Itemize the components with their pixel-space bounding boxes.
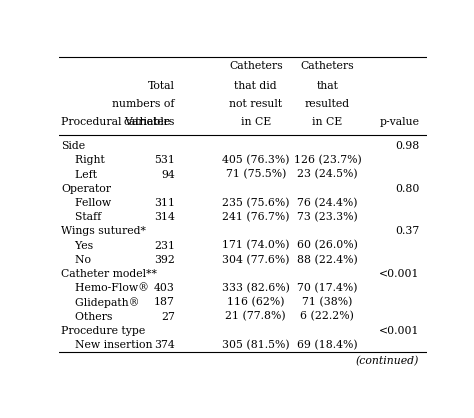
Text: in CE: in CE	[312, 117, 343, 127]
Text: 0.80: 0.80	[395, 184, 419, 194]
Text: Hemo-Flow®: Hemo-Flow®	[61, 283, 149, 293]
Text: Yes: Yes	[61, 240, 93, 250]
Text: No: No	[61, 255, 91, 265]
Text: Catheters: Catheters	[229, 61, 283, 71]
Text: (continued): (continued)	[356, 356, 419, 366]
Text: <0.001: <0.001	[379, 269, 419, 279]
Text: 531: 531	[154, 155, 175, 165]
Text: 171 (74.0%): 171 (74.0%)	[222, 240, 290, 251]
Text: resulted: resulted	[305, 99, 350, 109]
Text: 126 (23.7%): 126 (23.7%)	[293, 155, 361, 166]
Text: Catheter model**: Catheter model**	[61, 269, 157, 279]
Text: Left: Left	[61, 170, 97, 179]
Text: 27: 27	[161, 311, 175, 321]
Text: 305 (81.5%): 305 (81.5%)	[222, 340, 290, 350]
Text: 71 (38%): 71 (38%)	[302, 297, 353, 308]
Text: 241 (76.7%): 241 (76.7%)	[222, 212, 290, 222]
Text: Staff: Staff	[61, 212, 101, 222]
Text: 311: 311	[154, 198, 175, 208]
Text: in CE: in CE	[241, 117, 271, 127]
Text: 0.37: 0.37	[395, 226, 419, 236]
Text: Total: Total	[148, 82, 175, 92]
Text: 235 (75.6%): 235 (75.6%)	[222, 198, 290, 208]
Text: Wings sutured*: Wings sutured*	[61, 226, 146, 236]
Text: 333 (82.6%): 333 (82.6%)	[222, 283, 290, 293]
Text: Others: Others	[61, 311, 112, 321]
Text: Catheters: Catheters	[301, 61, 354, 71]
Text: that did: that did	[235, 82, 277, 92]
Text: Procedural Variable: Procedural Variable	[61, 117, 170, 127]
Text: 70 (17.4%): 70 (17.4%)	[297, 283, 358, 293]
Text: 76 (24.4%): 76 (24.4%)	[297, 198, 358, 208]
Text: 60 (26.0%): 60 (26.0%)	[297, 240, 358, 251]
Text: numbers of: numbers of	[112, 99, 175, 109]
Text: 21 (77.8%): 21 (77.8%)	[226, 311, 286, 322]
Text: 314: 314	[154, 212, 175, 222]
Text: 88 (22.4%): 88 (22.4%)	[297, 255, 358, 265]
Text: Operator: Operator	[61, 184, 111, 194]
Text: p-value: p-value	[379, 117, 419, 127]
Text: Fellow: Fellow	[61, 198, 111, 208]
Text: 69 (18.4%): 69 (18.4%)	[297, 340, 358, 350]
Text: not result: not result	[229, 99, 283, 109]
Text: 73 (23.3%): 73 (23.3%)	[297, 212, 358, 222]
Text: 403: 403	[154, 283, 175, 293]
Text: Right: Right	[61, 155, 105, 165]
Text: <0.001: <0.001	[379, 326, 419, 336]
Text: 71 (75.5%): 71 (75.5%)	[226, 169, 286, 180]
Text: 187: 187	[154, 297, 175, 307]
Text: 23 (24.5%): 23 (24.5%)	[297, 169, 358, 180]
Text: 94: 94	[161, 170, 175, 179]
Text: 116 (62%): 116 (62%)	[227, 297, 284, 308]
Text: 405 (76.3%): 405 (76.3%)	[222, 155, 290, 166]
Text: Side: Side	[61, 141, 85, 151]
Text: Glidepath®: Glidepath®	[61, 297, 139, 308]
Text: 304 (77.6%): 304 (77.6%)	[222, 255, 290, 265]
Text: 0.98: 0.98	[395, 141, 419, 151]
Text: 374: 374	[154, 340, 175, 350]
Text: 392: 392	[154, 255, 175, 265]
Text: 231: 231	[154, 240, 175, 250]
Text: that: that	[317, 82, 338, 92]
Text: New insertion: New insertion	[61, 340, 153, 350]
Text: 6 (22.2%): 6 (22.2%)	[301, 311, 355, 322]
Text: catheters: catheters	[124, 117, 175, 127]
Text: Procedure type: Procedure type	[61, 326, 146, 336]
